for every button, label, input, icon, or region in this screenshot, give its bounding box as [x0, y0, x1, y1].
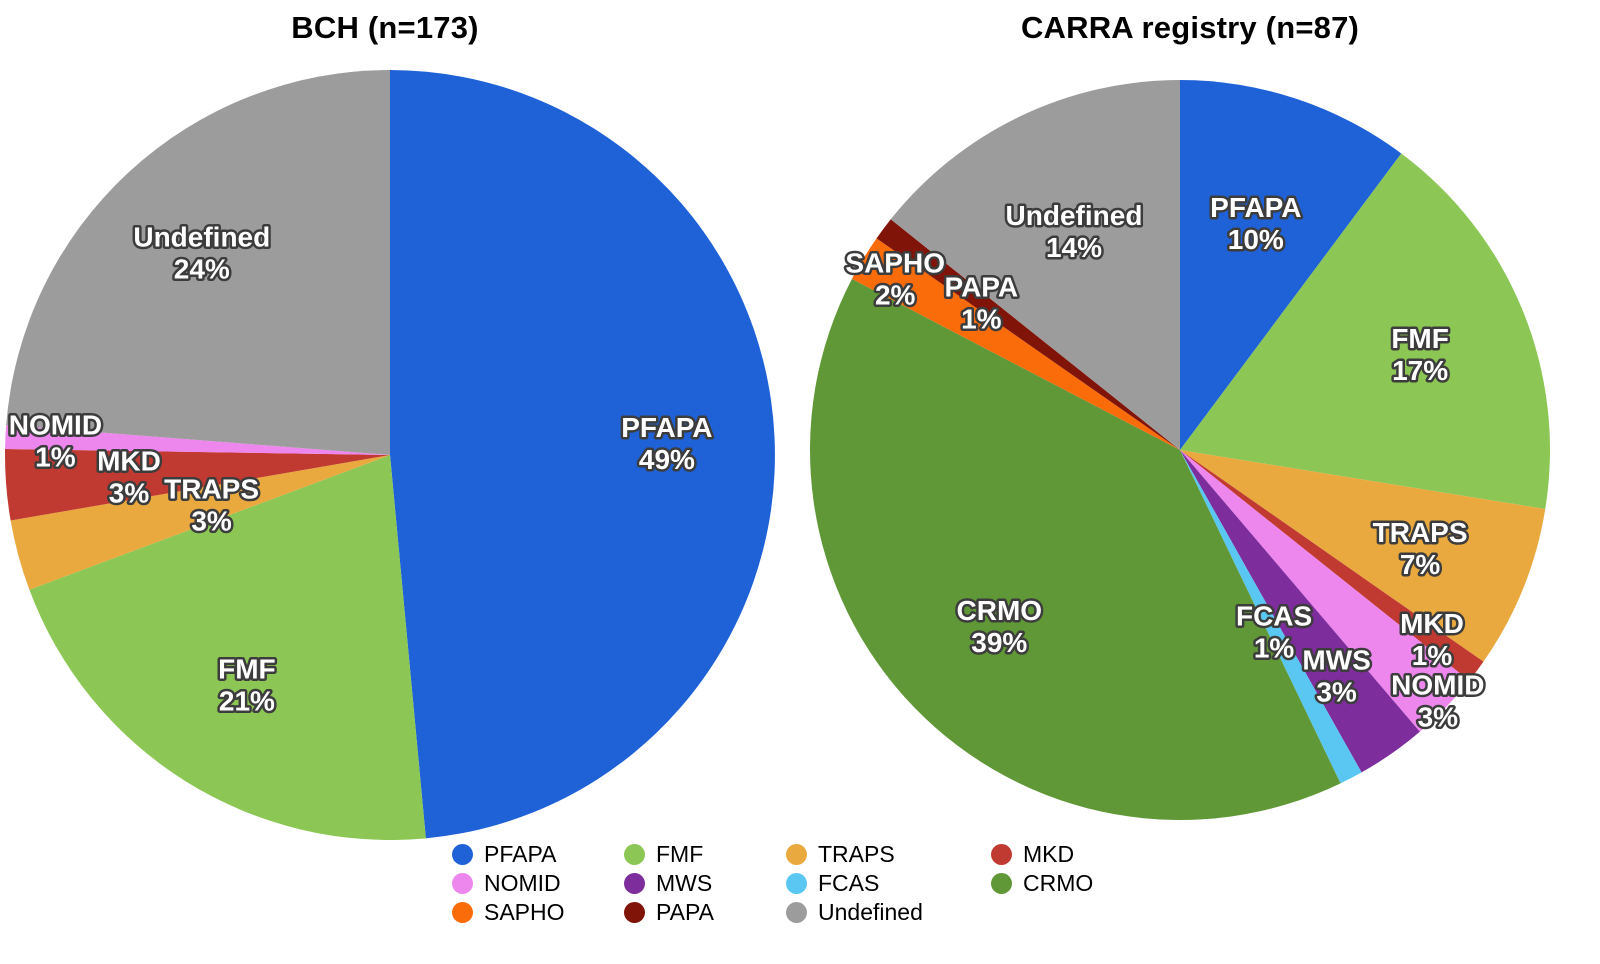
legend-item-nomid: NOMID	[452, 870, 624, 897]
legend-swatch-traps	[786, 844, 807, 865]
slice-label-fmf: FMF 21%	[218, 653, 276, 716]
legend-item-fmf: FMF	[624, 841, 786, 868]
legend-item-crmo: CRMO	[991, 870, 1141, 897]
legend-label-mkd: MKD	[1023, 841, 1075, 867]
pie-0-slice-fmf	[29, 455, 426, 840]
pie-1-slice-fmf	[1180, 153, 1551, 510]
legend-label-sapho: SAPHO	[484, 899, 565, 925]
slice-label-sapho: SAPHO 2%	[845, 247, 945, 310]
legend-swatch-mws	[624, 873, 645, 894]
pie-1-slice-pfapa	[1180, 80, 1402, 450]
slice-label-undefined: Undefined 14%	[1006, 200, 1143, 263]
pie-1-slice-fcas	[1180, 450, 1362, 784]
legend-item-mkd: MKD	[991, 841, 1141, 868]
slice-label-nomid: NOMID 1%	[9, 409, 102, 472]
slice-label-fcas: FCAS 1%	[1236, 600, 1312, 663]
pie-chart-bch: PFAPA 49% FMF 21% TRAPS 3%MKD 3%NOMID 1% Undefin…	[5, 70, 775, 840]
legend: PFAPA FMF TRAPS MKD NOMID MWS FCAS CRMO SAPHO PAP…	[452, 840, 1141, 927]
legend-swatch-pfapa	[452, 844, 473, 865]
pie-0-slice-traps	[10, 455, 391, 590]
slice-label-traps: TRAPS 3%	[164, 473, 259, 536]
pie-chart-carra: PFAPA 10% FMF 17% TRAPS 7% MKD 1%NOMID 3% MWS 3%FC…	[809, 80, 1551, 821]
legend-item-sapho: SAPHO	[452, 899, 624, 926]
slice-label-pfapa: PFAPA 49%	[621, 412, 712, 475]
slice-label-nomid: NOMID 3%	[1391, 670, 1484, 733]
legend-swatch-papa	[624, 902, 645, 923]
legend-swatch-crmo	[991, 873, 1012, 894]
legend-label-nomid: NOMID	[484, 870, 561, 896]
legend-item-fcas: FCAS	[786, 870, 991, 897]
legend-label-undefined: Undefined	[818, 899, 923, 925]
pie-1-slice-nomid	[1180, 450, 1470, 732]
legend-item-mws: MWS	[624, 870, 786, 897]
pie-0-slice-mkd	[5, 449, 391, 521]
legend-label-traps: TRAPS	[818, 841, 895, 867]
pie-0-slice-pfapa	[390, 70, 775, 839]
chart-title-bch: BCH (n=173)	[291, 10, 479, 45]
slice-label-mkd: MKD 3%	[97, 445, 161, 508]
legend-item-traps: TRAPS	[786, 841, 991, 868]
pie-0-slice-nomid	[5, 425, 391, 455]
legend-swatch-fcas	[786, 873, 807, 894]
pie-1-slice-traps	[1180, 450, 1546, 662]
legend-label-fmf: FMF	[656, 841, 704, 867]
legend-item-pfapa: PFAPA	[452, 841, 624, 868]
pie-0-slice-undefined	[6, 70, 390, 455]
pie-1-slice-papa	[876, 219, 1180, 450]
slice-label-fmf: FMF 17%	[1391, 323, 1449, 386]
slice-label-mws: MWS 3%	[1302, 645, 1370, 708]
legend-swatch-nomid	[452, 873, 473, 894]
legend-swatch-fmf	[624, 844, 645, 865]
legend-label-fcas: FCAS	[818, 870, 880, 896]
legend-item-papa: PAPA	[624, 899, 786, 926]
pie-1-slice-undefined	[890, 80, 1180, 450]
slice-label-pfapa: PFAPA 10%	[1210, 192, 1301, 255]
slice-label-crmo: CRMO 39%	[957, 595, 1043, 658]
slice-label-traps: TRAPS 7%	[1373, 517, 1468, 580]
legend-label-mws: MWS	[656, 870, 713, 896]
legend-swatch-undefined	[786, 902, 807, 923]
slice-label-undefined: Undefined 24%	[133, 222, 270, 285]
slice-label-papa: PAPA 1%	[944, 272, 1018, 335]
legend-swatch-sapho	[452, 902, 473, 923]
legend-item-undefined: Undefined	[786, 899, 991, 926]
pie-1-slice-mws	[1180, 450, 1420, 773]
pie-1-slice-crmo	[809, 278, 1341, 821]
legend-label-pfapa: PFAPA	[484, 841, 557, 867]
slice-label-mkd: MKD 1%	[1400, 608, 1464, 671]
pie-1-slice-sapho	[851, 238, 1180, 450]
legend-label-crmo: CRMO	[1023, 870, 1094, 896]
legend-label-papa: PAPA	[656, 899, 714, 925]
legend-swatch-mkd	[991, 844, 1012, 865]
chart-title-carra: CARRA registry (n=87)	[1020, 10, 1360, 45]
pie-1-slice-mkd	[1180, 450, 1484, 681]
